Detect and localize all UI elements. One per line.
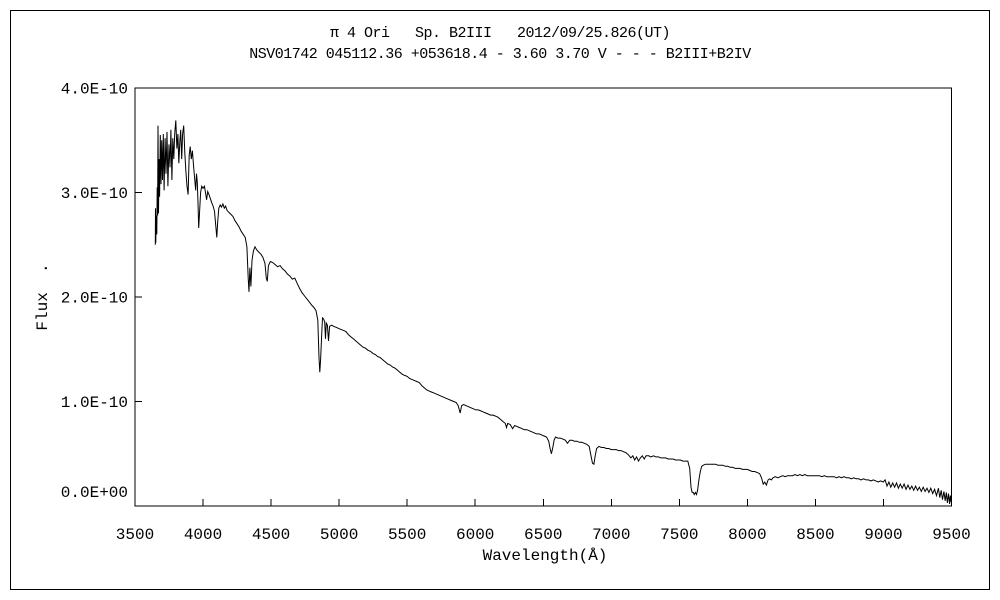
y-tick-label: 0.0E+00	[61, 484, 128, 502]
x-tick-label: 4000	[184, 526, 222, 544]
y-tick-label: 2.0E-10	[61, 290, 128, 308]
figure-border	[10, 10, 990, 590]
y-tick-label: 3.0E-10	[61, 185, 128, 203]
chart-title: π 4 Ori Sp. B2III 2012/09/25.826(UT)	[329, 25, 671, 42]
x-tick-label: 5500	[388, 526, 426, 544]
axes-box	[134, 87, 952, 507]
x-tick-label: 4500	[252, 526, 290, 544]
x-tick-label: 8500	[796, 526, 834, 544]
x-tick-label: 9000	[864, 526, 902, 544]
x-tick-label: 7500	[660, 526, 698, 544]
x-tick-label: 6000	[456, 526, 494, 544]
x-tick-label: 9500	[932, 526, 970, 544]
x-axis-label: Wavelength(Å)	[482, 547, 608, 565]
x-tick-label: 5000	[320, 526, 358, 544]
y-tick-label: 1.0E-10	[61, 394, 128, 412]
x-tick-label: 7000	[592, 526, 630, 544]
y-tick-label: 4.0E-10	[61, 81, 128, 99]
chart-subtitle: NSV01742 045112.36 +053618.4 - 3.60 3.70…	[249, 46, 751, 63]
x-tick-label: 3500	[116, 526, 154, 544]
spectrum-line	[154, 120, 952, 504]
x-tick-label: 8000	[728, 526, 766, 544]
x-tick-label: 6500	[524, 526, 562, 544]
y-axis-label: Flux .	[34, 263, 52, 331]
